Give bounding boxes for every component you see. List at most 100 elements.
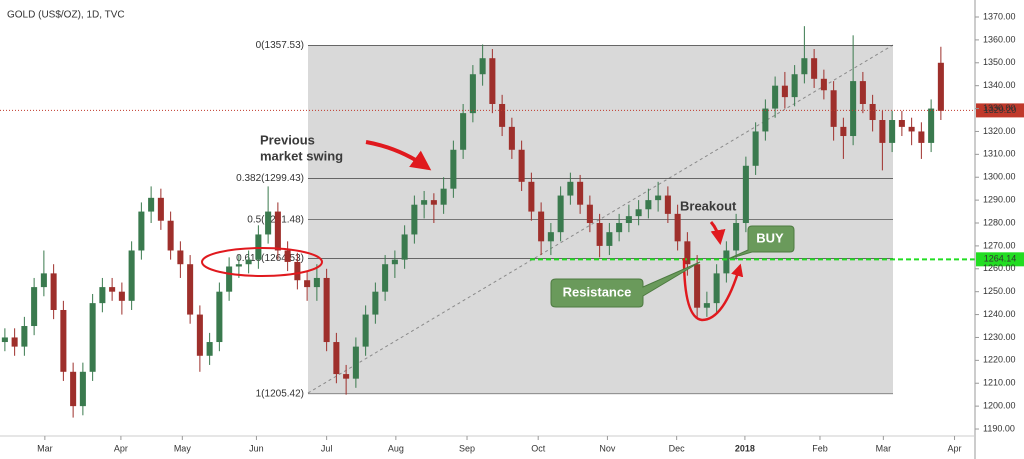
- candle-body: [664, 195, 671, 214]
- y-tick-label: 1300.00: [983, 172, 1016, 182]
- candle-body: [781, 85, 788, 98]
- candle-body: [440, 188, 447, 205]
- candle-body: [206, 342, 213, 356]
- candle-body: [928, 108, 935, 143]
- y-tick-label: 1330.00: [983, 103, 1016, 113]
- y-tick-label: 1250.00: [983, 286, 1016, 296]
- price-lines: 1329.20 1264.14: [0, 103, 1024, 267]
- candle-body: [596, 223, 603, 246]
- candle-body: [469, 74, 476, 114]
- candle-body: [294, 261, 301, 281]
- x-tick-label: Apr: [114, 443, 128, 453]
- y-tick-label: 1320.00: [983, 126, 1016, 136]
- y-tick-label: 1210.00: [983, 378, 1016, 388]
- candle-body: [586, 204, 593, 224]
- candle-body: [372, 291, 379, 315]
- price-label-box: [976, 252, 1024, 267]
- candle-body: [323, 277, 330, 343]
- candle-body: [31, 287, 38, 327]
- annotation: Breakout: [680, 198, 737, 213]
- candle-body: [538, 211, 545, 242]
- x-tick-label: 2018: [735, 443, 755, 453]
- y-tick-label: 1200.00: [983, 401, 1016, 411]
- price-label: 1329.20: [984, 105, 1017, 115]
- candle-body: [840, 126, 847, 137]
- x-tick-label: Aug: [388, 443, 404, 453]
- y-tick-label: 1230.00: [983, 332, 1016, 342]
- candle-body: [382, 264, 389, 292]
- x-tick-label: Sep: [459, 443, 475, 453]
- candle-body: [577, 181, 584, 205]
- candle-body: [99, 287, 106, 304]
- candle-body: [567, 181, 574, 196]
- breakout-arrow: [709, 221, 726, 245]
- candle-body: [333, 342, 340, 375]
- annotation: Resistance: [563, 284, 632, 299]
- candle-body: [21, 326, 28, 347]
- candle-body: [274, 211, 281, 251]
- candle-body: [547, 232, 554, 242]
- x-tick-label: May: [174, 443, 192, 453]
- fib-label: 0(1357.53): [256, 40, 304, 51]
- candle-body: [830, 90, 837, 127]
- candle-body: [411, 204, 418, 235]
- candle-body: [859, 81, 866, 104]
- y-tick-label: 1220.00: [983, 355, 1016, 365]
- swing-arrow: [365, 140, 432, 171]
- candle-body: [79, 371, 86, 407]
- candle-body: [304, 280, 311, 288]
- candle-body: [694, 264, 701, 308]
- candle-body: [918, 131, 925, 143]
- candle-body: [908, 126, 915, 132]
- x-tick-label: Dec: [669, 443, 686, 453]
- candle-body: [226, 266, 233, 292]
- axes: 1190.00 1200.00 1210.00 1220.00 1230.00 1240.…: [37, 11, 1015, 453]
- y-tick-label: 1260.00: [983, 263, 1016, 273]
- candle-body: [723, 250, 730, 274]
- candle-body: [460, 113, 467, 150]
- candle-body: [684, 241, 691, 265]
- annotation: market swing: [260, 148, 343, 163]
- candles: [1, 26, 944, 418]
- candle-body: [713, 273, 720, 304]
- candle-body: [391, 259, 398, 265]
- candle-body: [645, 200, 652, 210]
- candle-body: [343, 374, 350, 379]
- x-tick-label: Feb: [812, 443, 828, 453]
- candle-body: [742, 165, 749, 224]
- candle-body: [89, 303, 96, 372]
- candle-body: [313, 277, 320, 288]
- y-tick-label: 1310.00: [983, 149, 1016, 159]
- x-tick-label: Mar: [37, 443, 53, 453]
- candle-body: [606, 232, 613, 246]
- fib-label: 0.618(1264.53): [236, 253, 304, 264]
- candle-body: [40, 273, 47, 288]
- candle-body: [791, 74, 798, 98]
- candle-body: [450, 149, 457, 189]
- y-tick-label: 1240.00: [983, 309, 1016, 319]
- candle-body: [157, 197, 164, 221]
- candle-body: [811, 58, 818, 79]
- candle-body: [752, 131, 759, 166]
- x-tick-label: Jul: [321, 443, 333, 453]
- y-tick-label: 1340.00: [983, 80, 1016, 90]
- y-tick-label: 1190.00: [983, 423, 1015, 433]
- candle-body: [820, 78, 827, 91]
- x-tick-label: Nov: [599, 443, 616, 453]
- candle-body: [245, 259, 252, 265]
- candle-body: [352, 346, 359, 379]
- candle-body: [50, 273, 57, 310]
- candle-body: [167, 220, 174, 251]
- x-tick-label: Apr: [948, 443, 962, 453]
- candle-body: [70, 371, 77, 407]
- candle-body: [235, 264, 242, 267]
- candle-body: [284, 250, 291, 262]
- candle-body: [60, 309, 67, 372]
- candle-body: [898, 120, 905, 127]
- candle-body: [11, 337, 18, 347]
- fib-label: 1(1205.42): [256, 388, 304, 399]
- fib-label: 0.382(1299.43): [236, 173, 304, 184]
- candle-body: [762, 108, 769, 132]
- candle-body: [362, 314, 369, 347]
